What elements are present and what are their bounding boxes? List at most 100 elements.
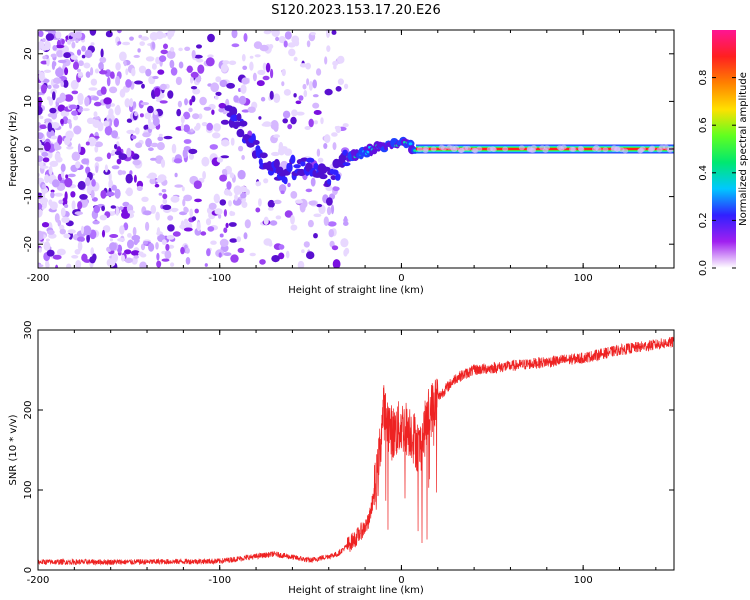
spectrogram-noise-blob [258, 116, 262, 120]
spectrogram-noise-blob [137, 48, 141, 53]
spectrogram-noise-blob [210, 240, 217, 245]
spectrogram-noise-blob [194, 125, 200, 131]
spectrogram-noise-blob [125, 68, 129, 76]
spectrogram-noise-blob [91, 179, 96, 187]
spectrogram-noise-blob [41, 151, 49, 157]
snr-xlabel: Height of straight line (km) [288, 585, 424, 596]
spectrogram-noise-blob [182, 198, 186, 207]
spectrogram-noise-blob [189, 153, 194, 160]
spectrogram-noise-blob [38, 247, 42, 253]
spectrogram-carrier-halo [462, 145, 469, 151]
spectrogram-noise-blob [124, 257, 133, 264]
spectrogram-noise-blob [202, 171, 207, 180]
spectrogram-noise-blob [159, 100, 168, 104]
spectrogram-noise-blob [295, 100, 302, 105]
spectrogram-noise-blob [93, 101, 102, 107]
spectrogram-noise-blob [39, 165, 49, 169]
spectrogram-noise-blob [218, 214, 222, 219]
spectrogram-noise-blob [255, 181, 262, 187]
spectrogram-noise-blob [94, 145, 99, 153]
spectrogram-noise-blob [71, 255, 79, 259]
spectrogram-noise-blob [118, 153, 128, 161]
spectrogram-noise-blob [273, 93, 281, 103]
spectrogram-noise-blob [155, 242, 159, 250]
spectrogram-noise-blob [145, 138, 153, 148]
spectrogram-noise-blob [238, 145, 244, 152]
spectrogram-noise-blob [77, 236, 85, 242]
spectrogram-noise-blob [131, 68, 136, 77]
spectrogram-noise-blob [155, 211, 160, 221]
spectrogram-noise-blob [188, 107, 193, 113]
spectrogram-noise-blob [132, 159, 141, 166]
spectrogram-noise-blob [228, 200, 232, 207]
spectrogram-noise-blob [99, 56, 107, 64]
spectrogram-noise-blob [196, 44, 202, 49]
spectrogram-noise-blob [153, 110, 158, 116]
spectrogram-noise-blob [45, 33, 55, 41]
spectrogram-noise-blob [55, 264, 59, 268]
spectrogram-noise-blob [125, 79, 132, 88]
spectrogram-noise-blob [100, 190, 107, 199]
spectrogram-noise-blob [105, 191, 115, 197]
spectrogram-noise-blob [180, 115, 185, 124]
spectrogram-noise-blob [167, 90, 174, 99]
spectrogram-noise-blob [45, 238, 50, 242]
spectrogram-noise-blob [270, 68, 274, 79]
spectrogram-noise-blob [52, 91, 56, 101]
spectrogram-noise-blob [101, 205, 105, 212]
spectrogram-carrier-halo [618, 147, 625, 153]
spectrogram-noise-blob [165, 243, 170, 251]
spectrogram-noise-blob [297, 260, 305, 268]
snr-xtick-label: -200 [27, 575, 50, 586]
spectrogram-noise-blob [178, 61, 184, 69]
spectrogram-noise-blob [63, 136, 71, 146]
spectrogram-noise-blob [73, 115, 79, 121]
spectrogram-noise-blob [131, 135, 137, 140]
spectrogram-noise-blob [196, 58, 204, 63]
spectrogram-noise-blob [43, 241, 51, 251]
spectrogram-noise-blob [132, 226, 137, 236]
spectrogram-noise-blob [56, 97, 64, 104]
spectrogram-noise-blob [75, 161, 81, 169]
spectrogram-noise-blob [324, 134, 331, 144]
spectrogram-noise-blob [88, 87, 98, 91]
spectrogram-noise-blob [109, 86, 118, 94]
spectrogram-trace-blob [236, 113, 242, 122]
spectrogram-noise-blob [207, 226, 215, 232]
spectrogram-trace-blob [253, 140, 260, 145]
spectrogram-noise-blob [109, 242, 117, 251]
spectrogram-noise-blob [81, 45, 86, 52]
spectrogram-noise-blob [241, 54, 246, 62]
spectrogram-noise-blob [262, 75, 270, 81]
spectrogram-noise-blob [218, 102, 227, 109]
spectrogram-noise-blob [106, 76, 111, 87]
spectrogram-noise-blob [183, 218, 189, 225]
spectrogram-noise-blob [271, 30, 280, 37]
snr-xtick-label: -100 [208, 575, 231, 586]
spectrogram-noise-blob [323, 216, 329, 226]
spectrogram-noise-blob [167, 215, 174, 221]
snr-ytick-label: 300 [23, 320, 34, 339]
spectrogram-noise-blob [228, 222, 237, 227]
spectrogram-noise-blob [48, 165, 53, 176]
spectrogram-noise-blob [340, 238, 349, 248]
spectrogram-noise-blob [159, 55, 167, 62]
spectrogram-trace-blob [236, 128, 245, 138]
spectrogram-noise-blob [180, 123, 184, 132]
spectrogram-noise-blob [219, 238, 229, 247]
spectrogram-noise-blob [254, 54, 261, 58]
spectrogram-noise-blob [194, 208, 199, 214]
spectrogram-noise-blob [259, 44, 269, 52]
spectrogram-noise-blob [312, 102, 320, 109]
spectrogram-noise-blob [166, 235, 175, 240]
spectrogram-noise-blob [81, 158, 89, 165]
spectrogram-noise-blob [287, 124, 293, 130]
spectrogram-noise-blob [38, 208, 43, 218]
spectrogram-noise-blob [193, 180, 202, 189]
spectrogram-noise-blob [155, 56, 161, 65]
spectrogram-noise-blob [71, 90, 79, 95]
spectrogram-noise-blob [54, 145, 62, 151]
spectrogram-noise-blob [192, 113, 200, 120]
spectrogram-noise-blob [67, 229, 76, 234]
spectrogram-noise-blob [233, 95, 239, 103]
